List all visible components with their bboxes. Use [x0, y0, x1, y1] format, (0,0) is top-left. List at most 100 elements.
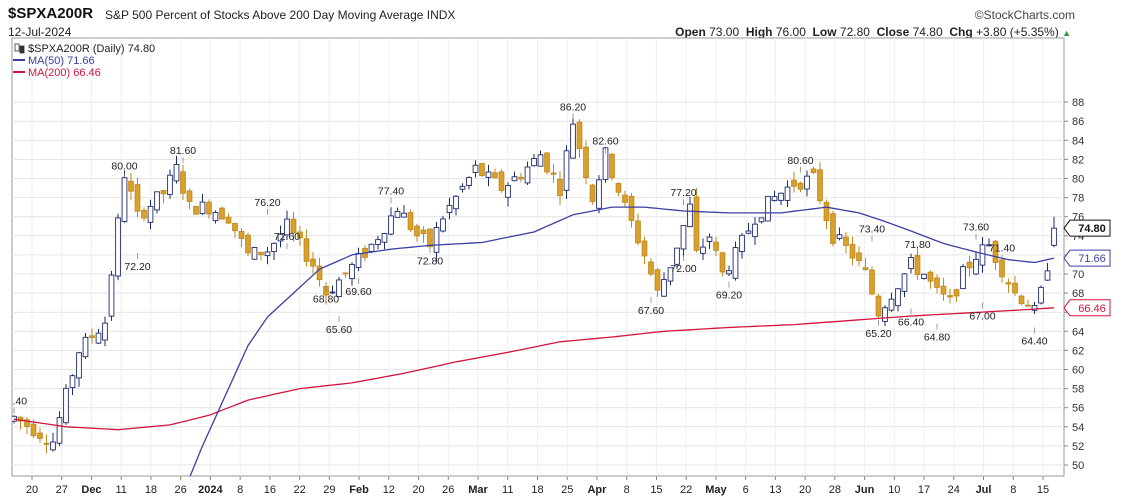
candle-body — [531, 158, 537, 167]
candle-body — [420, 229, 427, 235]
candle-body — [472, 164, 479, 173]
price-annotation: 81.60 — [170, 145, 196, 157]
low-label: Low — [812, 25, 837, 39]
y-tick-label: 58 — [1072, 384, 1084, 396]
candle-body — [596, 179, 602, 209]
price-annotation: 68.80 — [313, 293, 339, 305]
candle-body — [199, 201, 206, 215]
candle-body — [316, 265, 323, 281]
x-tick-label: 27 — [56, 484, 68, 496]
candle-body — [895, 288, 901, 307]
candle-body — [414, 225, 420, 237]
chg-label: Chg — [949, 25, 973, 39]
candle-body — [823, 201, 830, 221]
x-tick-label: 13 — [769, 484, 781, 496]
candle-body — [914, 255, 921, 276]
price-annotation: 71.40 — [989, 243, 1015, 255]
x-tick-label: 8 — [1010, 484, 1016, 496]
x-tick-label: 29 — [323, 484, 335, 496]
y-tick-label: 50 — [1072, 460, 1084, 472]
candle-body — [862, 267, 869, 271]
y-tick-label: 52 — [1072, 441, 1084, 453]
candle-body — [849, 244, 856, 259]
high-value: 76.00 — [775, 25, 806, 39]
candle-body — [700, 246, 706, 254]
x-tick-label: 26 — [442, 484, 454, 496]
candle-body — [37, 432, 43, 439]
candle-body — [706, 236, 713, 242]
candle-body — [89, 335, 95, 339]
candle-body — [56, 417, 63, 444]
y-tick-label: 86 — [1072, 116, 1084, 128]
candle-body — [836, 234, 843, 239]
candle-body — [537, 154, 544, 167]
price-annotation: 69.60 — [345, 286, 371, 298]
price-annotation: 86.20 — [560, 101, 586, 113]
candle-body — [427, 228, 433, 248]
candle-body — [771, 196, 778, 201]
candle-body — [258, 251, 264, 256]
candle-body — [1044, 270, 1051, 281]
candle-body — [999, 259, 1005, 278]
y-tick-label: 62 — [1072, 345, 1084, 357]
x-tick-label: 12 — [383, 484, 395, 496]
candle-body — [1051, 227, 1057, 246]
candle-body — [225, 216, 232, 224]
candle-body — [1005, 282, 1012, 285]
y-tick-label: 84 — [1072, 135, 1084, 147]
candle-body — [375, 239, 381, 245]
y-tick-label: 54 — [1072, 422, 1084, 434]
candle-body — [1012, 282, 1018, 294]
candle-body — [108, 274, 115, 317]
candle-body — [134, 184, 141, 212]
candle-body — [713, 241, 719, 251]
candle-body — [550, 172, 557, 175]
candle-body — [505, 185, 511, 198]
candle-body — [245, 234, 251, 254]
candle-body — [784, 186, 791, 201]
x-tick-label: Mar — [468, 484, 488, 496]
candle-body — [310, 258, 316, 267]
open-value: 73.00 — [709, 25, 740, 39]
brand-watermark: ©StockCharts.com — [974, 8, 1075, 22]
candle-body — [277, 233, 284, 242]
price-annotation: 77.40 — [378, 185, 404, 197]
candle-body — [745, 230, 752, 234]
price-annotation: 72.20 — [124, 261, 150, 273]
y-tick-label: 80 — [1072, 174, 1084, 186]
price-annotation: 65.60 — [326, 324, 352, 336]
candle-body — [882, 307, 888, 322]
chart-date: 12-Jul-2024 — [8, 25, 72, 39]
candle-body — [485, 171, 492, 178]
candle-body — [433, 227, 440, 253]
x-tick-label: 22 — [680, 484, 692, 496]
candle-body — [251, 247, 258, 260]
price-annotation: 64.40 — [1021, 335, 1047, 347]
x-tick-label: 18 — [531, 484, 543, 496]
candle-body — [297, 231, 303, 239]
price-annotation: 65.20 — [865, 328, 891, 340]
last-value-label: 74.80 — [1078, 223, 1106, 235]
candle-body — [121, 177, 128, 222]
candle-body — [609, 153, 615, 179]
candle-body — [570, 123, 576, 159]
candle-body — [147, 205, 154, 223]
candle-body — [479, 163, 485, 176]
price-annotation: 82.60 — [592, 136, 618, 148]
y-tick-label: 64 — [1072, 326, 1084, 338]
candle-body — [440, 218, 446, 232]
candle-body — [940, 285, 947, 295]
candle-body — [212, 212, 219, 222]
candle-body — [797, 182, 804, 190]
candle-body — [1018, 295, 1025, 305]
candle-body — [69, 375, 76, 389]
x-tick-label: 10 — [888, 484, 900, 496]
legend-candle-icon — [14, 43, 20, 52]
candle-body — [173, 164, 180, 182]
candle-body — [160, 190, 167, 195]
price-annotation: 64.80 — [924, 332, 950, 344]
x-tick-label: Jun — [855, 484, 875, 496]
candle-body — [232, 222, 238, 232]
candle-body — [973, 258, 979, 275]
